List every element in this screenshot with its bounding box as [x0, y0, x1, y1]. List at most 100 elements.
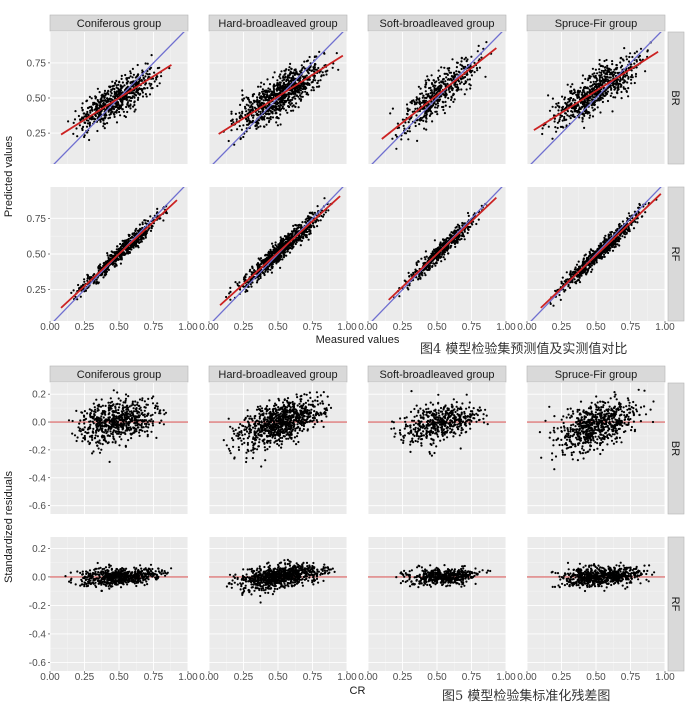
data-point: [279, 90, 282, 93]
data-point: [283, 235, 286, 238]
data-point: [82, 125, 85, 128]
data-point: [406, 130, 409, 133]
y-tick-label: 0.25: [27, 129, 47, 140]
strip-column-label: Soft-broadleaved group: [380, 18, 495, 30]
data-point: [298, 86, 301, 89]
data-point: [431, 91, 434, 94]
data-point: [295, 241, 298, 244]
data-point: [321, 215, 325, 218]
data-point: [128, 92, 131, 95]
data-point: [147, 228, 150, 231]
data-point: [262, 90, 265, 93]
data-point: [625, 55, 628, 58]
data-point: [124, 115, 127, 119]
data-point: [449, 235, 453, 238]
data-point: [460, 67, 463, 71]
data-point: [395, 135, 398, 138]
data-point: [102, 125, 105, 128]
data-point: [465, 88, 468, 91]
data-point: [118, 110, 121, 114]
data-point: [266, 104, 269, 108]
data-point: [622, 81, 625, 84]
data-point: [272, 84, 275, 87]
data-point: [445, 76, 448, 79]
data-point: [149, 84, 152, 87]
data-point: [563, 98, 566, 101]
data-point: [295, 224, 298, 227]
data-point: [408, 118, 411, 121]
data-point: [297, 224, 300, 227]
data-point: [269, 88, 272, 91]
data-point: [290, 234, 293, 237]
y-tick-label: 0.25: [27, 285, 47, 296]
data-point: [425, 128, 428, 131]
data-point: [153, 80, 156, 83]
data-point: [280, 70, 283, 73]
data-point: [440, 66, 443, 69]
data-point: [142, 233, 146, 236]
data-point: [251, 93, 255, 96]
data-point: [620, 90, 623, 94]
data-point: [303, 60, 306, 63]
data-point: [571, 99, 575, 102]
data-point: [437, 69, 440, 72]
data-point: [243, 97, 246, 100]
x-tick-label: 0.25: [75, 322, 95, 333]
data-point: [301, 95, 304, 98]
data-point: [265, 89, 268, 92]
data-point: [422, 99, 425, 102]
data-point: [590, 90, 594, 93]
data-point: [573, 89, 576, 92]
data-point: [408, 284, 411, 287]
data-point: [271, 105, 274, 108]
data-point: [278, 253, 282, 257]
data-point: [263, 105, 267, 108]
data-point: [638, 54, 642, 58]
data-point: [128, 96, 131, 99]
data-point: [612, 70, 615, 73]
data-point: [279, 81, 282, 84]
strip-row: [667, 186, 685, 322]
x-tick-label: 0.50: [268, 322, 288, 333]
data-point: [72, 132, 75, 135]
data-point: [554, 126, 557, 129]
data-point: [97, 113, 101, 116]
data-point: [627, 95, 630, 98]
data-point: [397, 126, 401, 129]
data-point: [428, 107, 432, 110]
data-point: [289, 79, 292, 82]
data-point: [289, 246, 292, 250]
data-point: [452, 100, 455, 103]
data-point: [566, 114, 569, 117]
data-point: [277, 117, 280, 120]
data-point: [294, 239, 297, 242]
data-point: [444, 96, 447, 99]
data-point: [443, 112, 446, 115]
data-point: [104, 271, 107, 274]
strip-row-label: RF: [669, 247, 681, 262]
data-point: [446, 67, 449, 70]
data-point: [280, 255, 283, 258]
data-point: [139, 241, 142, 244]
data-point: [306, 230, 309, 233]
data-point: [78, 124, 81, 127]
data-point: [120, 254, 123, 257]
data-point: [279, 101, 282, 104]
data-point: [581, 116, 584, 119]
data-point: [608, 76, 611, 79]
data-point: [425, 113, 428, 116]
data-point: [466, 211, 470, 215]
data-point: [282, 97, 285, 100]
data-point: [613, 88, 616, 91]
data-point: [279, 113, 282, 116]
data-point: [106, 254, 109, 257]
data-point: [137, 246, 140, 249]
data-point: [604, 79, 608, 83]
data-point: [303, 86, 306, 89]
data-point: [455, 229, 458, 232]
data-point: [324, 211, 327, 214]
data-point: [120, 74, 123, 77]
data-point: [276, 124, 279, 127]
data-point: [116, 250, 119, 254]
data-point: [272, 87, 275, 90]
